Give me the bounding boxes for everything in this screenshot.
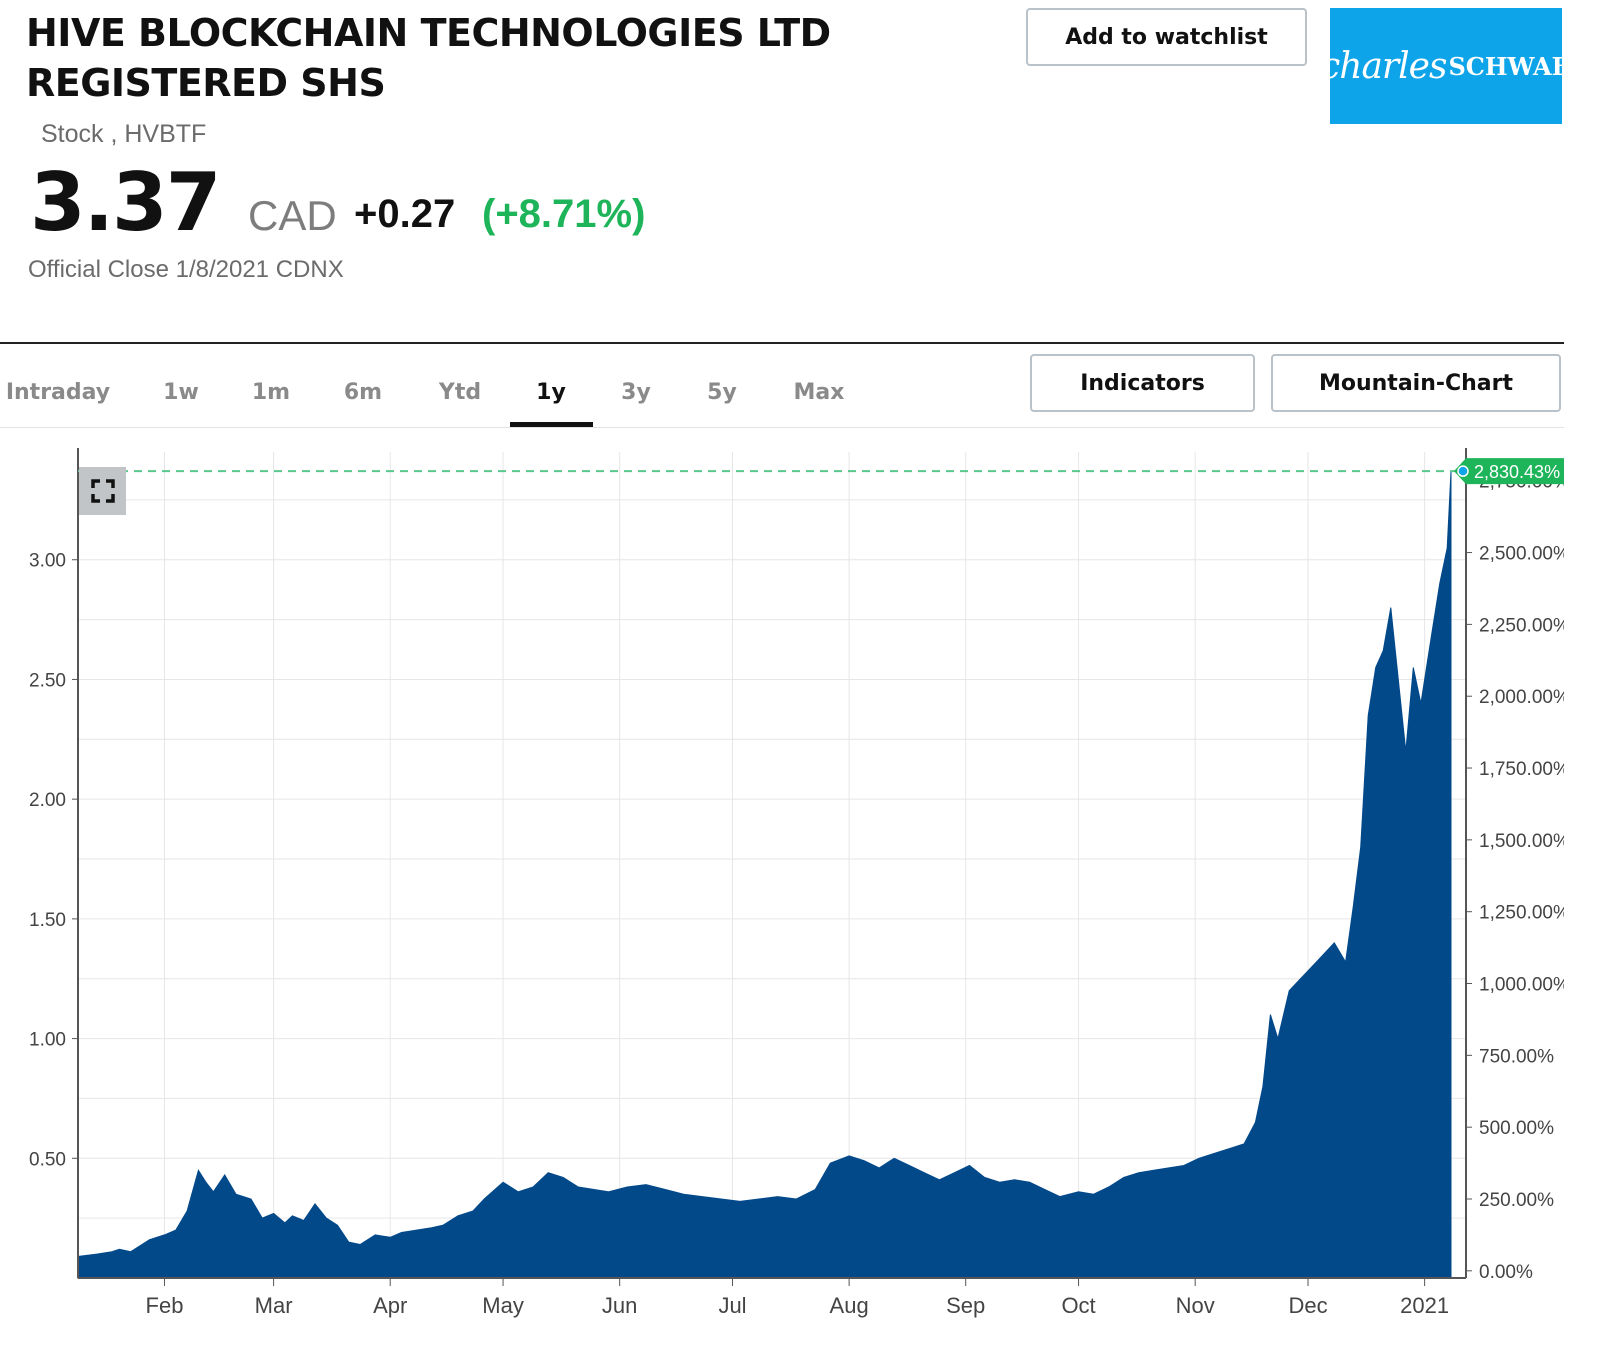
tab-intraday[interactable]: Intraday (5, 380, 111, 405)
charles-schwab-logo: charles SCHWAB (1320, 8, 1572, 124)
y2-tick-label: 2,000.00% (1479, 687, 1564, 708)
tab-1y[interactable]: 1y (536, 380, 566, 405)
y2-tick-label: 1,500.00% (1479, 831, 1564, 852)
y2-tick-label: 0.00% (1479, 1262, 1533, 1283)
fullscreen-icon (90, 479, 115, 503)
x-tick-label: Feb (146, 1293, 184, 1318)
y2-tick-label: 750.00% (1479, 1046, 1554, 1067)
tab-6m[interactable]: 6m (343, 380, 383, 405)
y-tick-label: 1.00 (29, 1030, 66, 1051)
last-value-marker (1457, 465, 1469, 477)
x-tick-label: Dec (1288, 1293, 1327, 1318)
last-value-tag (1454, 458, 1564, 485)
x-tick-label: Apr (373, 1293, 407, 1318)
price-area (77, 471, 1452, 1279)
logo-script-text: charles (1320, 45, 1447, 87)
y2-tick-label: 500.00% (1479, 1118, 1554, 1139)
tab-1w[interactable]: 1w (163, 380, 199, 405)
tab-ytd[interactable]: Ytd (438, 380, 482, 405)
y2-tick-label: 1,250.00% (1479, 903, 1564, 924)
x-tick-label: Jun (602, 1293, 637, 1318)
x-tick-label: May (482, 1293, 524, 1318)
x-tick-label: Mar (255, 1293, 293, 1318)
tab-max[interactable]: Max (793, 380, 845, 405)
y2-tick-label: 2,250.00% (1479, 615, 1564, 636)
y2-tick-label: 2,500.00% (1479, 544, 1564, 565)
y-tick-label: 2.50 (29, 670, 66, 691)
y2-tick-label: 250.00% (1479, 1190, 1554, 1211)
x-tick-label: Aug (830, 1293, 869, 1318)
y-tick-label: 0.50 (29, 1149, 66, 1170)
security-type-symbol: Stock , HVBTF (41, 120, 207, 148)
tab-1m[interactable]: 1m (251, 380, 291, 405)
fullscreen-button[interactable] (79, 467, 126, 515)
price-chart[interactable]: 0.50 1.00 1.50 2.00 2.50 3.00 0.00% 250.00% 500.… (0, 440, 1564, 1340)
tab-3y[interactable]: 3y (621, 380, 651, 405)
y-tick-label: 2.00 (29, 790, 66, 811)
last-value-label: 2,830.43% (1474, 462, 1560, 482)
logo-word-text: SCHWAB (1448, 51, 1572, 81)
indicators-button[interactable]: Indicators (1030, 354, 1255, 412)
currency: CAD (248, 192, 337, 239)
y-tick-label: 3.00 (29, 551, 66, 572)
y-tick-label: 1.50 (29, 910, 66, 931)
x-tick-label: Nov (1176, 1293, 1215, 1318)
tab-5y[interactable]: 5y (707, 380, 737, 405)
chart-type-button[interactable]: Mountain-Chart (1271, 354, 1561, 412)
x-tick-label: Sep (946, 1293, 985, 1318)
section-divider (0, 342, 1564, 344)
official-close-note: Official Close 1/8/2021 CDNX (28, 256, 344, 283)
last-price: 3.37 (30, 156, 221, 249)
active-tab-indicator (510, 422, 593, 427)
x-tick-label: 2021 (1400, 1293, 1449, 1318)
tabbar-bottom-border (0, 427, 1564, 428)
add-to-watchlist-button[interactable]: Add to watchlist (1026, 8, 1307, 66)
price-change-percent: (+8.71%) (482, 192, 646, 236)
y2-tick-label: 1,750.00% (1479, 759, 1564, 780)
page-title: HIVE BLOCKCHAIN TECHNOLOGIES LTD REGISTE… (26, 11, 831, 105)
price-change: +0.27 (354, 192, 456, 236)
x-tick-label: Jul (718, 1293, 746, 1318)
y2-tick-label: 1,000.00% (1479, 975, 1564, 996)
x-tick-label: Oct (1061, 1293, 1095, 1318)
